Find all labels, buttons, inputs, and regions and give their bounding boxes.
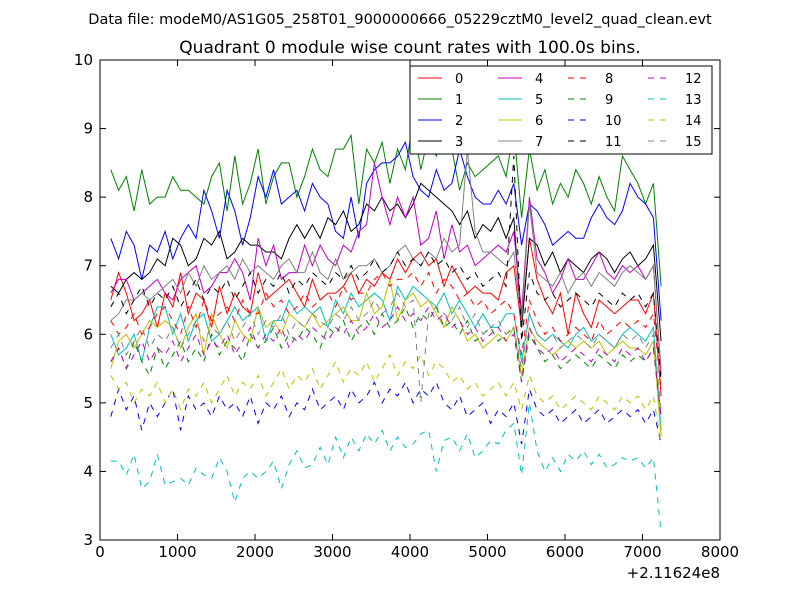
series-9-line	[110, 305, 662, 417]
chart-title: Quadrant 0 module wise count rates with …	[179, 38, 640, 58]
legend-label-8: 8	[605, 72, 613, 87]
series-2-line	[110, 140, 662, 321]
y-tick-label: 7	[83, 257, 93, 275]
series-8-line	[110, 271, 662, 390]
x-tick-label: 7000	[623, 543, 661, 561]
legend-label-6: 6	[535, 114, 543, 129]
series-15-line	[110, 292, 662, 410]
series-11-line	[110, 155, 662, 383]
x-tick-label: 5000	[468, 543, 506, 561]
legend-label-7: 7	[535, 135, 543, 150]
series-13-line	[110, 402, 662, 534]
x-tick-label: 1000	[158, 543, 196, 561]
legend-label-12: 12	[685, 72, 702, 87]
series-10-line	[110, 381, 662, 445]
legend-label-14: 14	[685, 114, 702, 129]
legend-label-1: 1	[455, 93, 463, 108]
axis-ticks: 0 1000 2000 3000 4000 5000 6000 7000 8000 3 4 5 6 7 8 9…	[74, 51, 739, 561]
y-tick-label: 9	[83, 120, 93, 138]
y-tick-label: 10	[74, 51, 93, 69]
series-6-line	[110, 279, 662, 438]
series-4-line	[110, 162, 662, 376]
series-7-line	[110, 149, 662, 369]
legend-label-5: 5	[535, 93, 543, 108]
legend-label-4: 4	[535, 72, 543, 87]
x-tick-label: 3000	[313, 543, 351, 561]
x-offset-label: +2.11624e8	[627, 564, 720, 582]
y-tick-label: 5	[83, 394, 93, 412]
y-tick-label: 4	[83, 462, 93, 480]
legend-label-15: 15	[685, 135, 702, 150]
legend-box	[409, 65, 713, 155]
legend-label-2: 2	[455, 114, 463, 129]
series-layer	[110, 121, 662, 534]
legend-label-3: 3	[455, 135, 463, 150]
series-5-line	[110, 284, 662, 431]
series-0-line	[110, 238, 662, 397]
x-tick-label: 2000	[236, 543, 274, 561]
legend-label-10: 10	[605, 114, 622, 129]
legend-label-11: 11	[605, 135, 622, 150]
series-3-line	[110, 182, 662, 342]
legend-label-9: 9	[605, 93, 613, 108]
y-tick-label: 6	[83, 325, 93, 343]
x-tick-label: 0	[95, 543, 105, 561]
series-12-line	[110, 305, 662, 417]
data-file-title: Data file: modeM0/AS1G05_258T01_90000006…	[88, 12, 712, 28]
legend-label-13: 13	[685, 93, 702, 108]
y-tick-label: 3	[83, 531, 93, 549]
y-tick-label: 8	[83, 188, 93, 206]
legend-label-0: 0	[455, 72, 463, 87]
x-tick-label: 6000	[546, 543, 584, 561]
x-tick-label: 4000	[391, 543, 429, 561]
series-14-line	[110, 353, 662, 445]
x-tick-label: 8000	[701, 543, 739, 561]
